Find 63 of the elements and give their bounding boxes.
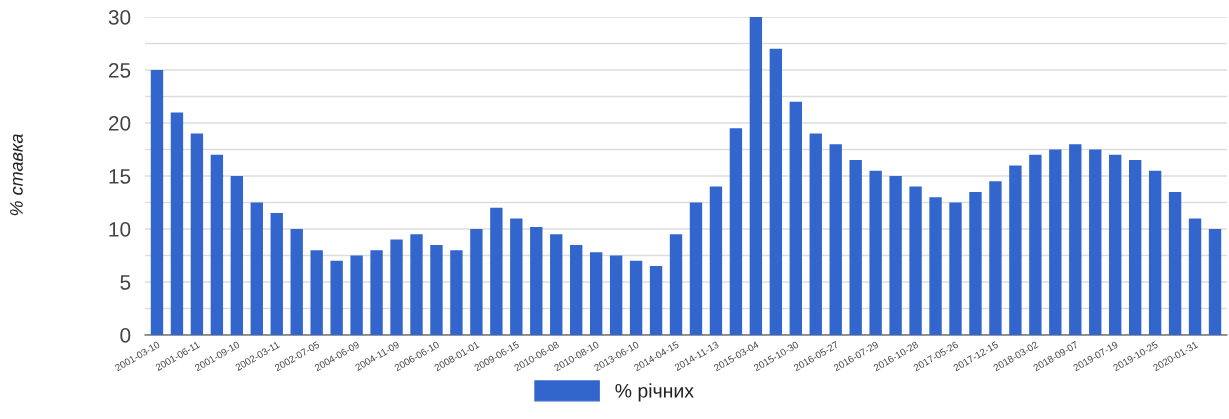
bar	[1128, 160, 1142, 335]
bar	[769, 48, 783, 335]
bar	[1188, 218, 1202, 335]
bar	[849, 160, 862, 335]
y-tick-label: 15	[109, 169, 131, 184]
y-tick-label: 30	[108, 10, 131, 25]
y-tick-label: 20	[108, 116, 131, 131]
bar	[430, 244, 443, 335]
bar	[310, 250, 323, 335]
bar	[889, 176, 902, 335]
bar	[230, 176, 244, 335]
bar	[649, 266, 663, 335]
bar	[929, 197, 942, 335]
bar	[1148, 170, 1162, 335]
bar	[749, 17, 763, 335]
bar	[829, 144, 842, 335]
bar	[629, 260, 643, 335]
bar	[869, 170, 882, 335]
y-tick-label: 10	[109, 222, 131, 237]
bar	[570, 244, 583, 335]
bar	[150, 70, 164, 335]
bar	[290, 229, 303, 335]
bar	[669, 234, 683, 335]
bar	[809, 133, 822, 335]
bar	[609, 255, 623, 335]
bar	[270, 213, 283, 335]
bar	[969, 191, 982, 335]
bar	[1049, 149, 1062, 335]
bar	[789, 101, 802, 335]
bar	[350, 255, 363, 335]
bar	[190, 133, 204, 335]
bar	[410, 234, 423, 335]
bar	[729, 128, 743, 335]
bar	[949, 202, 962, 335]
y-tick-label: 25	[108, 63, 131, 78]
bar	[250, 202, 263, 335]
bar	[989, 181, 1002, 335]
y-axis-title: % ставка	[10, 134, 23, 216]
bar	[490, 207, 503, 335]
bar	[330, 260, 343, 335]
bar	[1029, 154, 1042, 335]
bar	[1168, 191, 1182, 335]
bar	[390, 239, 403, 335]
bar	[450, 250, 463, 335]
legend-label: % річних	[615, 383, 694, 402]
bar	[170, 112, 184, 335]
bar	[689, 202, 703, 335]
bar	[1109, 154, 1122, 335]
bar	[1069, 144, 1082, 335]
bar	[530, 226, 543, 335]
bar	[210, 154, 224, 335]
bar	[370, 250, 383, 335]
bar	[589, 252, 603, 335]
y-tick-label: 5	[120, 275, 131, 290]
bar	[470, 229, 483, 335]
bar	[1089, 149, 1102, 335]
bar	[1208, 229, 1222, 335]
bar	[709, 186, 723, 335]
bar	[909, 186, 922, 335]
bar	[1009, 165, 1022, 335]
bar	[510, 218, 523, 335]
y-tick-label: 0	[120, 328, 131, 343]
bar	[550, 234, 563, 335]
